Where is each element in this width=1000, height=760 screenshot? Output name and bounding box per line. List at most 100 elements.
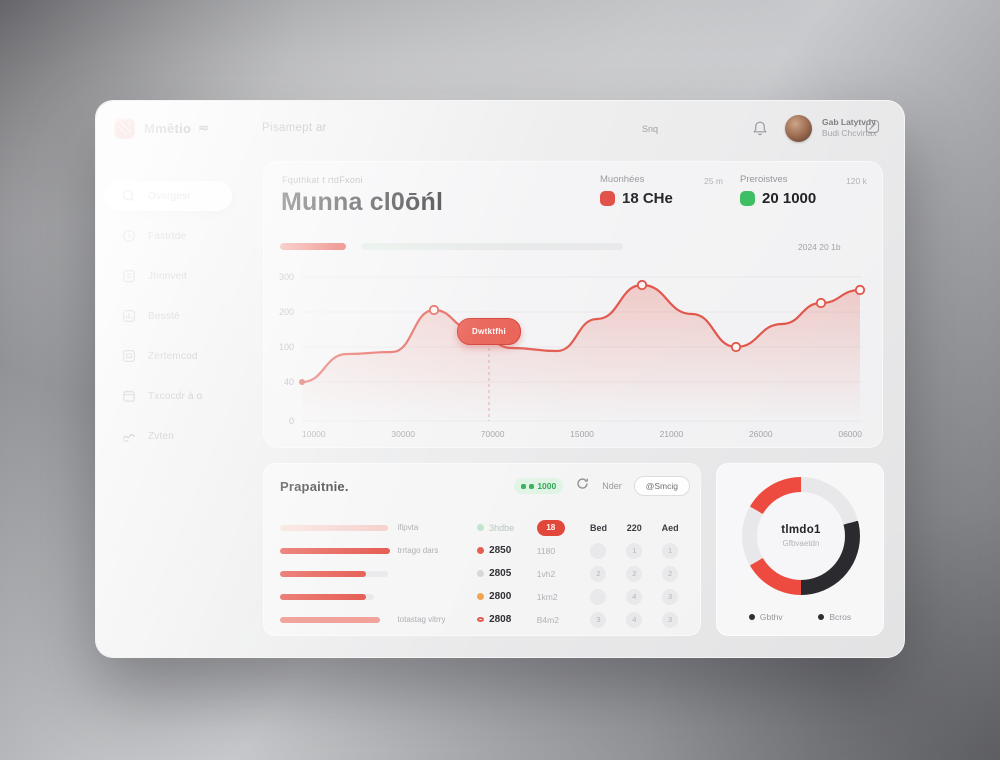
properties-table-card: Prapaitnie. 1000 Nder @Smcig ifipvta 3hd… bbox=[263, 463, 701, 636]
green-dot-icon bbox=[529, 483, 535, 489]
stat-projected: Preroistves 20 1000 bbox=[740, 174, 816, 207]
badge-value: 1000 bbox=[537, 481, 557, 491]
search-hint[interactable]: Snq bbox=[642, 124, 659, 134]
row-label: totastag vitrry bbox=[397, 615, 446, 624]
x-axis-tick: 26000 bbox=[748, 429, 773, 439]
row-sub-value: 1vh2 bbox=[536, 568, 556, 579]
donut-center-subtitle: Gfbvaetdn bbox=[782, 539, 820, 548]
cell-badge bbox=[590, 542, 607, 559]
cell-badge: 1 bbox=[626, 542, 643, 559]
row-sub-value: 1km2 bbox=[536, 591, 558, 602]
calendar-icon bbox=[121, 388, 137, 404]
clock-icon bbox=[121, 228, 137, 244]
x-axis-tick: 15000 bbox=[570, 429, 594, 439]
sidebar-item-forecasts[interactable]: Fastrtde bbox=[108, 221, 240, 251]
x-axis-labels: 10000 30000 70000 15000 21000 26000 0600… bbox=[302, 429, 862, 439]
cell-badge: 2 bbox=[590, 565, 607, 582]
cell-badge: 4 bbox=[626, 588, 643, 605]
col-header: 220 bbox=[626, 522, 642, 533]
row-dot-icon bbox=[477, 547, 485, 554]
sidebar-item-documents[interactable]: Txcocdr à o bbox=[108, 381, 240, 411]
y-axis-tick: 200 bbox=[278, 307, 294, 317]
y-axis-tick: 100 bbox=[278, 342, 294, 352]
row-bar bbox=[280, 616, 380, 623]
row-bar bbox=[280, 524, 388, 531]
cell-badge bbox=[590, 588, 607, 605]
document-icon bbox=[121, 268, 137, 284]
sidebar-item-label: Bessté bbox=[148, 310, 180, 322]
card-subtitle: Fquthkat t rtdFxoni bbox=[282, 175, 363, 185]
refresh-icon[interactable] bbox=[575, 476, 590, 496]
sidebar-item-label: Zertemcod bbox=[148, 350, 198, 362]
count-pill: 18 bbox=[536, 519, 565, 536]
row-bar bbox=[280, 570, 366, 577]
row-value: 2805 bbox=[489, 568, 512, 579]
sidebar-item-label: Zvten bbox=[148, 430, 175, 442]
cell-badge: 2 bbox=[626, 565, 643, 582]
table-row[interactable]: totastag vitrry 2808 B4m2 3 4 3 bbox=[264, 608, 700, 631]
row-sub-value: 1180 bbox=[536, 545, 556, 556]
table-action-button[interactable]: @Smcig bbox=[633, 476, 690, 496]
cell-badge: 3 bbox=[662, 588, 679, 605]
table-row[interactable]: 2800 1km2 4 3 bbox=[264, 585, 700, 608]
sidebar-item-retirement[interactable]: Zertemcod bbox=[108, 341, 240, 371]
x-axis-tick: 10000 bbox=[302, 429, 326, 439]
green-dot-icon bbox=[521, 483, 527, 489]
user-avatar[interactable] bbox=[785, 115, 812, 142]
row-value: 2808 bbox=[489, 614, 512, 625]
cell-badge: 1 bbox=[662, 542, 679, 559]
sidebar-item-assets[interactable]: Bessté bbox=[108, 301, 240, 331]
mini-progress-row bbox=[280, 243, 623, 250]
legend-item[interactable]: Bcros bbox=[818, 612, 851, 622]
notifications-bell-icon[interactable] bbox=[750, 119, 770, 139]
row-value: 2800 bbox=[489, 591, 512, 602]
period-label: 2024 20 1b bbox=[798, 242, 841, 252]
cell-badge: 4 bbox=[626, 611, 643, 628]
y-axis-tick: 0 bbox=[288, 416, 294, 426]
sidebar-item-finances[interactable]: Jhnnveit bbox=[108, 261, 240, 291]
row-bar bbox=[280, 593, 366, 600]
status-badge: 1000 bbox=[514, 478, 564, 494]
legend-label: Bcros bbox=[829, 612, 852, 622]
edit-icon[interactable] bbox=[865, 119, 880, 139]
legend-item[interactable]: Gbthv bbox=[748, 612, 783, 622]
x-axis-tick: 21000 bbox=[659, 429, 684, 439]
x-axis-tick: 30000 bbox=[391, 429, 416, 439]
portfolio-chart-card: Fquthkat t rtdFxoni Munna cl0ōńl Muonhée… bbox=[263, 161, 883, 448]
table-row[interactable]: ifipvta 3hdbe 18 Bed 220 Aed bbox=[264, 516, 700, 539]
x-axis-tick: 06000 bbox=[838, 429, 862, 439]
stat-value: 20 1000 bbox=[762, 190, 817, 207]
line-chart[interactable] bbox=[299, 274, 866, 424]
chart-tooltip: Dwtktfhi bbox=[457, 318, 521, 345]
sidebar-item-plan[interactable]: Zvten bbox=[108, 421, 240, 451]
row-dot-icon bbox=[477, 570, 485, 577]
row-value: 3hdbe bbox=[489, 522, 515, 533]
row-label: ifipvta bbox=[397, 523, 419, 532]
row-value: 2850 bbox=[489, 545, 512, 556]
row-bar bbox=[280, 547, 390, 554]
legend-label: Gbthv bbox=[759, 612, 783, 622]
filter-label[interactable]: Nder bbox=[602, 481, 622, 491]
sidebar-item-label: Fastrtde bbox=[148, 230, 187, 242]
bar-chart-icon bbox=[121, 308, 137, 324]
allocation-donut-card: tlmdo1 Gfbvaetdn Gbthv Bcros bbox=[716, 463, 884, 636]
app-logo-icon bbox=[114, 118, 135, 139]
x-axis-tick: 70000 bbox=[480, 429, 505, 439]
red-progress-bar[interactable] bbox=[280, 243, 346, 250]
table-row[interactable]: 2805 1vh2 2 2 2 bbox=[264, 562, 700, 585]
stat-label: Preroistves bbox=[740, 174, 788, 185]
card-icon bbox=[121, 348, 137, 364]
row-sub-value: B4m2 bbox=[536, 614, 559, 625]
table-title: Prapaitnie. bbox=[280, 478, 349, 494]
legend-dot-icon bbox=[818, 614, 825, 620]
progress-track[interactable] bbox=[361, 243, 623, 250]
breadcrumb[interactable]: Pisamept ar bbox=[262, 122, 327, 134]
y-axis-tick: 300 bbox=[278, 272, 294, 282]
table-row[interactable]: trrtago dars 2850 1180 1 1 bbox=[264, 539, 700, 562]
signature-icon bbox=[121, 428, 137, 444]
sidebar-item-overview[interactable]: Övorgesr bbox=[104, 181, 232, 211]
app-title: Mmêtio bbox=[144, 121, 192, 136]
col-header: Bed bbox=[589, 522, 607, 533]
stat-monthly: Muonhées 18 CHe bbox=[600, 174, 673, 207]
hamburger-menu-icon[interactable]: ≂ bbox=[198, 120, 209, 135]
